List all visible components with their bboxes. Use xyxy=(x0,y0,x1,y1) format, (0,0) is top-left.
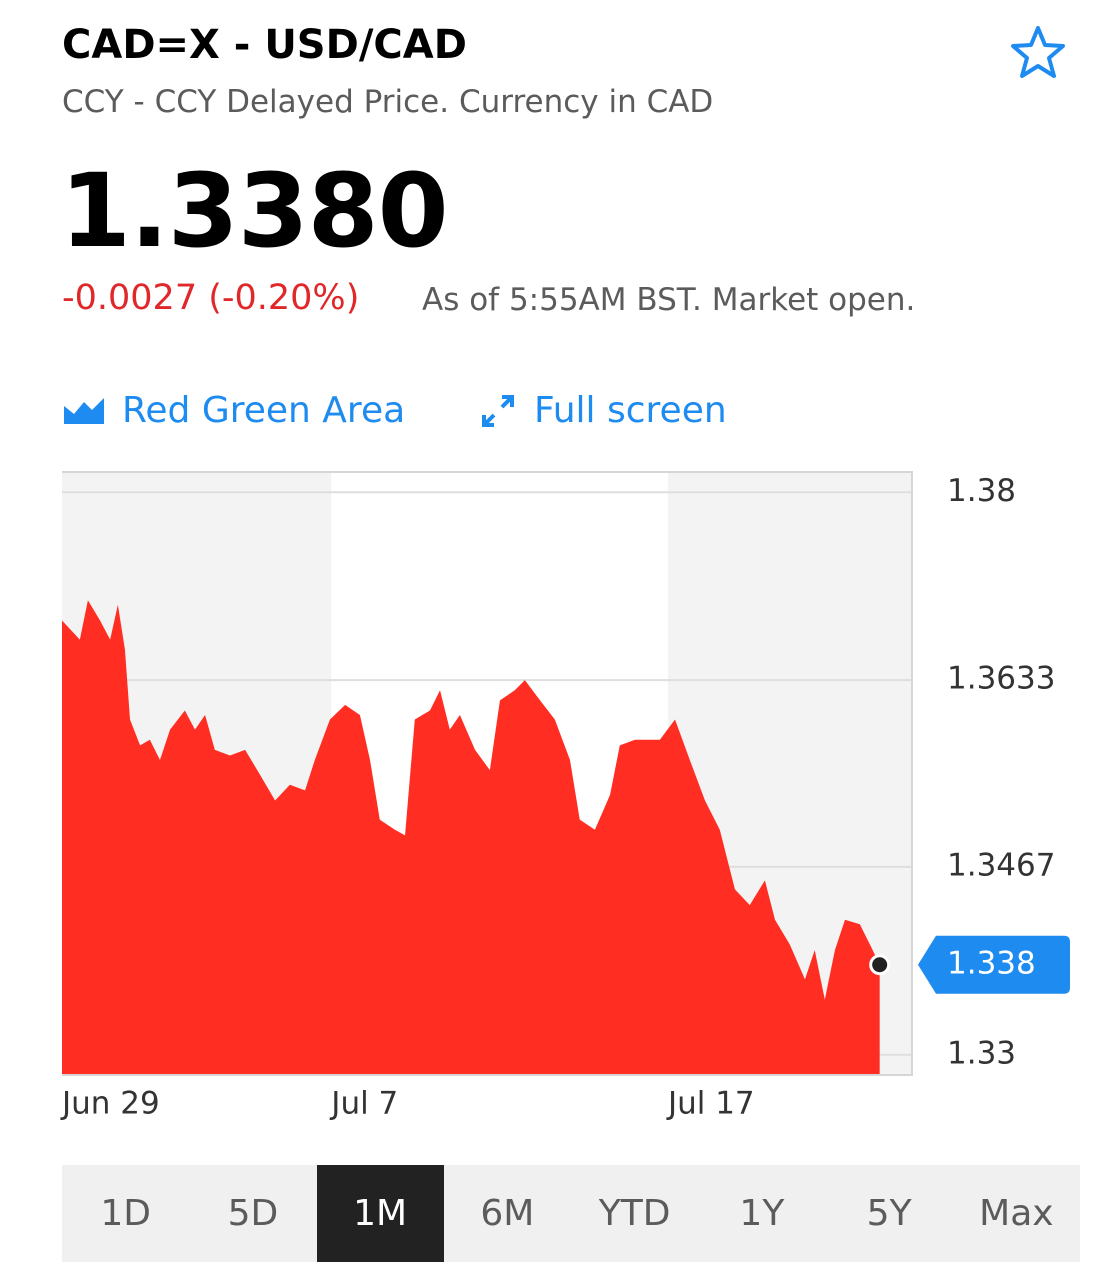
range-button[interactable]: 5D xyxy=(227,1193,279,1234)
range-button[interactable]: YTD xyxy=(598,1193,671,1234)
x-tick-label: Jul 7 xyxy=(329,1086,398,1122)
last-price-label: 1.338 xyxy=(947,945,1036,981)
title: CAD=X - USD/CAD xyxy=(62,22,467,68)
chart-style-button[interactable]: Red Green Area xyxy=(62,390,405,431)
y-tick-label: 1.3633 xyxy=(947,661,1055,697)
full-screen-label: Full screen xyxy=(534,390,727,431)
range-selector: 1D 5D 1M 6M YTD 1Y 5Y Max xyxy=(62,1165,1080,1262)
plot-border xyxy=(62,471,913,1076)
chart-style-label: Red Green Area xyxy=(122,390,406,431)
market-status: As of 5:55AM BST. Market open. xyxy=(422,282,916,318)
area-icon xyxy=(64,397,104,424)
price-change: -0.0027 (-0.20%) xyxy=(62,278,360,318)
y-tick-label: 1.3467 xyxy=(947,847,1055,883)
y-tick-label: 1.33 xyxy=(947,1035,1016,1071)
price-area xyxy=(62,600,880,1075)
range-button[interactable]: 1Y xyxy=(739,1193,785,1234)
chart: 1.38 1.3633 1.3467 1.33 Jun 29 Jul 7 Jul 17 1.3… xyxy=(60,471,1070,1122)
range-button[interactable]: 5Y xyxy=(866,1193,912,1234)
range-button[interactable]: 1M xyxy=(316,1165,444,1262)
full-screen-button[interactable]: Full screen xyxy=(478,390,727,431)
price: 1.3380 xyxy=(60,152,449,271)
range-button[interactable]: 1D xyxy=(100,1193,151,1234)
last-price-tag xyxy=(918,935,1070,994)
x-tick-label: Jun 29 xyxy=(60,1086,160,1122)
range-button[interactable]: 6M xyxy=(480,1193,535,1234)
expand-icon xyxy=(482,394,514,427)
x-tick-label: Jul 17 xyxy=(666,1086,755,1122)
favorite-star[interactable] xyxy=(1008,24,1068,82)
last-point xyxy=(869,954,891,976)
subtitle: CCY - CCY Delayed Price. Currency in CAD xyxy=(62,84,714,120)
range-button[interactable]: Max xyxy=(979,1193,1054,1234)
y-tick-label: 1.38 xyxy=(947,473,1016,509)
